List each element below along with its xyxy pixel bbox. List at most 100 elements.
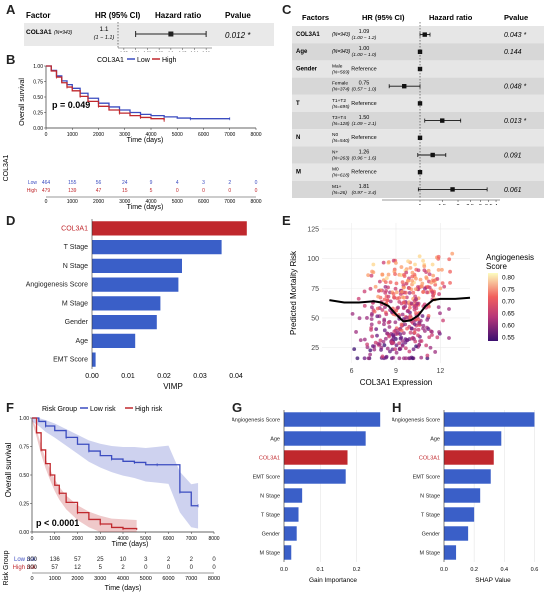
scatter-point [440, 267, 444, 272]
scatter-point [386, 260, 391, 264]
scatter-point [372, 347, 377, 352]
scatter-point [425, 353, 430, 358]
row-level: (N=374) [332, 87, 350, 93]
tick-label: 1.06 [143, 50, 152, 52]
x-tick-label: 3000 [119, 132, 130, 138]
forest-plot-a: Factor HR (95% CI) Hazard ratio Pvalue C… [24, 11, 274, 52]
scatter-point [383, 284, 388, 289]
risk-x-tick-label: 1000 [49, 576, 61, 582]
hr-point [430, 152, 435, 158]
scatter-point [366, 356, 371, 361]
scatter-point [417, 343, 422, 347]
scatter-point [403, 290, 408, 295]
y-tick-label: 75 [311, 286, 319, 293]
scatter-point [392, 329, 397, 334]
category-label: Gender [262, 532, 281, 538]
scatter-point [365, 316, 369, 320]
risk-x-tick-label: 6000 [198, 199, 209, 205]
scatter-point [408, 266, 413, 270]
bar [444, 488, 481, 503]
row-group: T [296, 101, 300, 107]
scatter-point [388, 299, 393, 304]
bar [444, 469, 491, 484]
risk-cell: 2 [228, 180, 231, 186]
scatter-point [393, 286, 398, 291]
hr-point [422, 32, 427, 37]
risk-title: Risk Group [3, 550, 10, 585]
scatter-point [450, 251, 455, 256]
x-tick-label: 0.00 [85, 373, 99, 380]
category-label: COL3A1 [259, 456, 280, 462]
scatter-point [419, 355, 424, 360]
ci-band-low [32, 418, 199, 529]
panel-letter-f: F [6, 400, 14, 415]
y-tick-label: 0.00 [19, 530, 29, 536]
risk-cell: 4 [176, 180, 179, 186]
scatter-point [408, 356, 412, 361]
row-level: (N=943) [332, 32, 351, 38]
scatter-point [384, 312, 389, 317]
row-group: Gender [296, 66, 318, 72]
x-tick-label: 0 [45, 132, 48, 138]
risk-x-axis-label: Time (days) [105, 585, 142, 592]
bar [92, 277, 179, 292]
forest-a-axis: 1.021.041.061.08 1.1 1.121.141.16 [118, 47, 212, 52]
scatter-point [447, 307, 451, 311]
risk-cell: 300 [27, 557, 38, 563]
km-b-marks: 0.00 0.25 0.50 0.75 1.00 0 1000 2000 3000 4000 500… [33, 64, 262, 138]
category-label: T Stage [261, 513, 280, 519]
scatter-point [435, 335, 440, 340]
bar [92, 240, 222, 255]
scatter-point [438, 311, 442, 316]
scatter-point [401, 285, 406, 290]
x-tick-label: 5000 [140, 536, 151, 542]
row-level: Female [332, 81, 348, 87]
scatter-point [394, 343, 399, 348]
x-tick-label: 0.4 [500, 567, 508, 573]
scatter-point [433, 282, 438, 287]
header-pvalue: Pvalue [504, 13, 528, 22]
x-axis-label: Time (days) [127, 137, 164, 144]
scatter-point [435, 277, 440, 281]
x-tick-label: 6000 [198, 132, 209, 138]
tick-label: 2.5 [466, 204, 474, 205]
bar [444, 412, 535, 427]
tick-label: 1.04 [132, 50, 141, 52]
row-level: N+ [332, 149, 338, 155]
scatter-point [358, 338, 363, 343]
scatter-point [386, 294, 391, 299]
header-pvalue: Pvalue [225, 11, 251, 20]
scatter-point [440, 281, 445, 286]
risk-cell: 5 [150, 188, 153, 194]
scatter-point [414, 297, 418, 301]
panel-letter-b: B [6, 52, 16, 67]
km-curve-high [46, 65, 165, 121]
tick-label: 1.08 [155, 50, 164, 52]
scatter-point [409, 326, 414, 331]
scatter-point [448, 269, 452, 274]
scatter-point [410, 356, 415, 361]
hr-point [402, 84, 407, 89]
scatter-point [375, 306, 380, 311]
scatter-point [385, 298, 390, 303]
risk-x-tick-label: 8000 [250, 199, 261, 205]
risk-row-label: High risk [13, 565, 37, 571]
row-group: Age [296, 49, 308, 55]
row-ci: (0.57 − 1.0) [352, 87, 377, 93]
row-hr: Reference [351, 170, 376, 176]
forest-c-rows: COL3A1 (N=943) 1.09(1.00 − 1.2) 0.043 * Age (… [292, 22, 544, 205]
risk-x-tick-label: 0 [30, 576, 33, 582]
row-group: N [296, 135, 300, 141]
scatter-point [431, 273, 436, 278]
x-tick-label: 8000 [250, 132, 261, 138]
scatter-point [383, 280, 388, 285]
y-tick-label: 50 [311, 315, 319, 322]
legend-high-label: High [162, 57, 177, 64]
bar [92, 258, 182, 273]
scatter-point [437, 330, 441, 334]
x-tick-label: 2000 [72, 536, 83, 542]
tick-label: 1.5 [438, 204, 446, 205]
scatter-point [388, 349, 392, 354]
hr-point [450, 187, 455, 192]
x-tick-label: 6000 [163, 536, 174, 542]
